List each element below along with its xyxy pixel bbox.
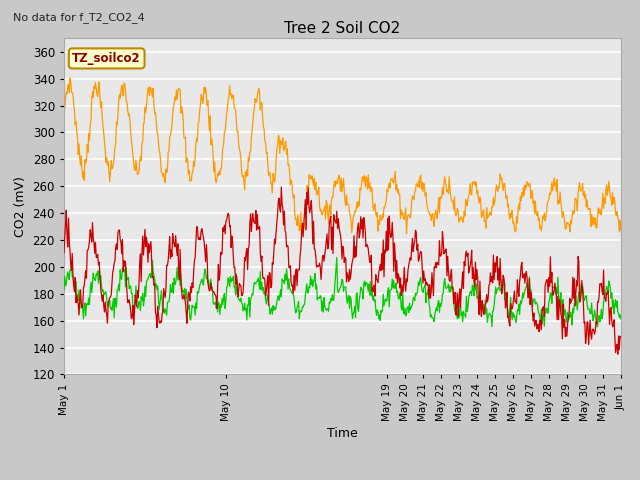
Y-axis label: CO2 (mV): CO2 (mV)	[14, 176, 27, 237]
Text: No data for f_T2_CO2_4: No data for f_T2_CO2_4	[13, 12, 145, 23]
X-axis label: Time: Time	[327, 427, 358, 440]
Text: TZ_soilco2: TZ_soilco2	[72, 52, 141, 65]
Title: Tree 2 Soil CO2: Tree 2 Soil CO2	[284, 21, 401, 36]
